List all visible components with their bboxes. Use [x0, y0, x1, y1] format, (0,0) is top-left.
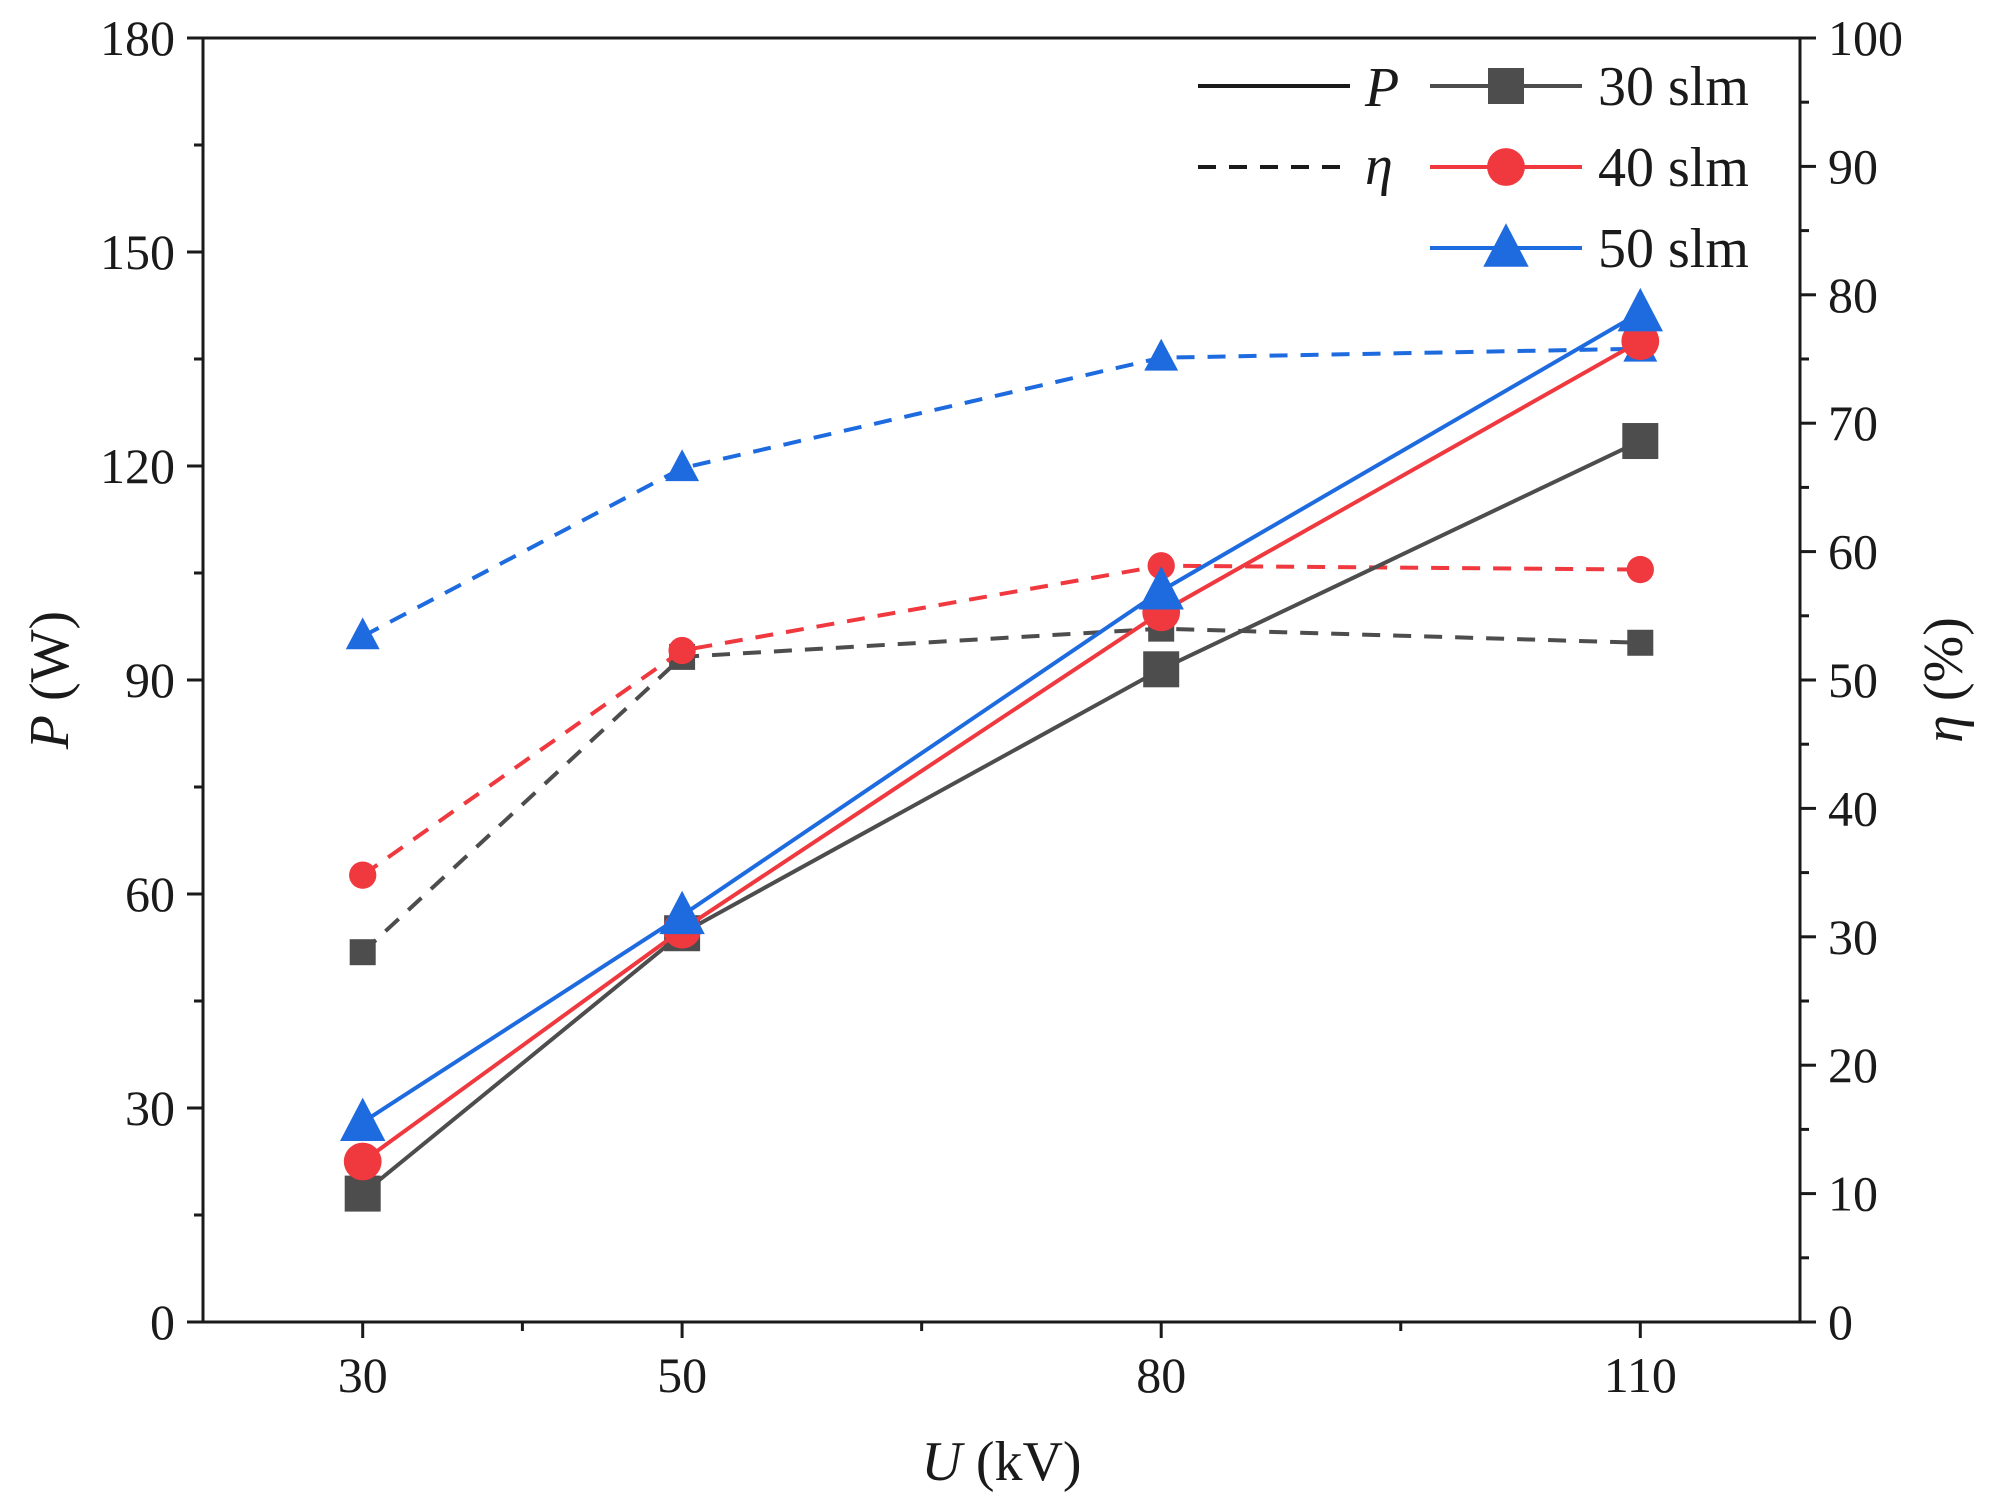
- legend-label-40-slm: 40 slm: [1598, 137, 1749, 199]
- legend-marker-30-slm: [1488, 68, 1524, 104]
- plot-frame: [201, 36, 1802, 1324]
- x-axis-title: U (kV): [921, 1431, 1081, 1493]
- legend-label-p: P: [1364, 57, 1399, 119]
- legend-marker-50-slm: [1483, 223, 1529, 267]
- power-point-50-slm: [659, 890, 705, 935]
- eta-line-40-slm: [361, 563, 1641, 877]
- right-y-tick-label: 30: [1828, 909, 1878, 965]
- power-point-40-slm: [1621, 322, 1660, 361]
- power-line-30-slm: [361, 439, 1642, 1196]
- power-line-40-slm: [361, 339, 1642, 1164]
- eta-point-30-slm: [349, 939, 376, 966]
- eta-line-50-slm: [361, 346, 1641, 639]
- legend-label-50-slm: 50 slm: [1598, 218, 1749, 280]
- eta-point-50-slm: [1144, 338, 1179, 371]
- tick-layer: [187, 36, 1816, 1338]
- power-point-50-slm: [1138, 566, 1184, 610]
- left-y-tick-label: 150: [100, 224, 175, 280]
- power-point-50-slm: [1617, 287, 1663, 332]
- eta-point-40-slm: [1147, 552, 1175, 580]
- right-y-tick-label: 40: [1828, 780, 1878, 836]
- power-point-30-slm: [1622, 423, 1659, 460]
- eta-point-40-slm: [668, 636, 696, 665]
- eta-point-40-slm: [1626, 555, 1654, 584]
- right-y-tick-label: 10: [1828, 1166, 1878, 1222]
- eta-line-30-slm: [361, 626, 1641, 954]
- left-y-tick-label: 0: [150, 1294, 175, 1350]
- power-point-30-slm: [344, 1175, 381, 1212]
- power-point-30-slm: [1143, 651, 1180, 688]
- right-y-tick-label: 80: [1828, 267, 1878, 323]
- left-y-tick-label: 30: [125, 1080, 175, 1136]
- eta-point-30-slm: [1627, 629, 1654, 656]
- right-y-tick-label: 50: [1828, 652, 1878, 708]
- legend-series-entries: 30 slm 40 slm 50 slm: [1430, 56, 1749, 280]
- power-point-40-slm: [343, 1142, 382, 1181]
- right-y-tick-label: 60: [1828, 524, 1878, 580]
- tick-label-layer: 30 50 80 110 0 30 60 90 120 150 180 0 10 20 30 40 50 60 70…: [100, 10, 1903, 1403]
- left-y-tick-label: 120: [100, 438, 175, 494]
- right-y-tick-label: 90: [1828, 138, 1878, 194]
- eta-point-50-slm: [345, 617, 380, 650]
- left-y-tick-label: 60: [125, 866, 175, 922]
- legend-label-30-slm: 30 slm: [1598, 56, 1749, 118]
- left-y-tick-label: 180: [100, 10, 175, 66]
- right-y-tick-label: 20: [1828, 1037, 1878, 1093]
- power-point-50-slm: [340, 1097, 386, 1141]
- left-y-tick-label: 90: [125, 652, 175, 708]
- power-line-50-slm: [361, 310, 1642, 1124]
- x-tick-label: 50: [657, 1347, 707, 1403]
- eta-point-50-slm: [665, 449, 700, 482]
- legend-marker-40-slm: [1487, 148, 1525, 186]
- legend-label-eta: η: [1365, 135, 1393, 197]
- right-y-tick-label: 70: [1828, 395, 1878, 451]
- legend: P η 30 slm 40 slm 50 slm: [1198, 56, 1749, 280]
- right-y-tick-label: 100: [1828, 10, 1903, 66]
- x-tick-label: 30: [338, 1347, 388, 1403]
- eta-point-40-slm: [349, 861, 377, 889]
- series-layer: [340, 287, 1663, 1212]
- right-y-tick-label: 0: [1828, 1294, 1853, 1350]
- right-y-axis-title: η (%): [1913, 617, 1975, 743]
- x-tick-label: 110: [1604, 1347, 1677, 1403]
- left-y-axis-title: P (W): [19, 611, 81, 750]
- x-tick-label: 80: [1136, 1347, 1186, 1403]
